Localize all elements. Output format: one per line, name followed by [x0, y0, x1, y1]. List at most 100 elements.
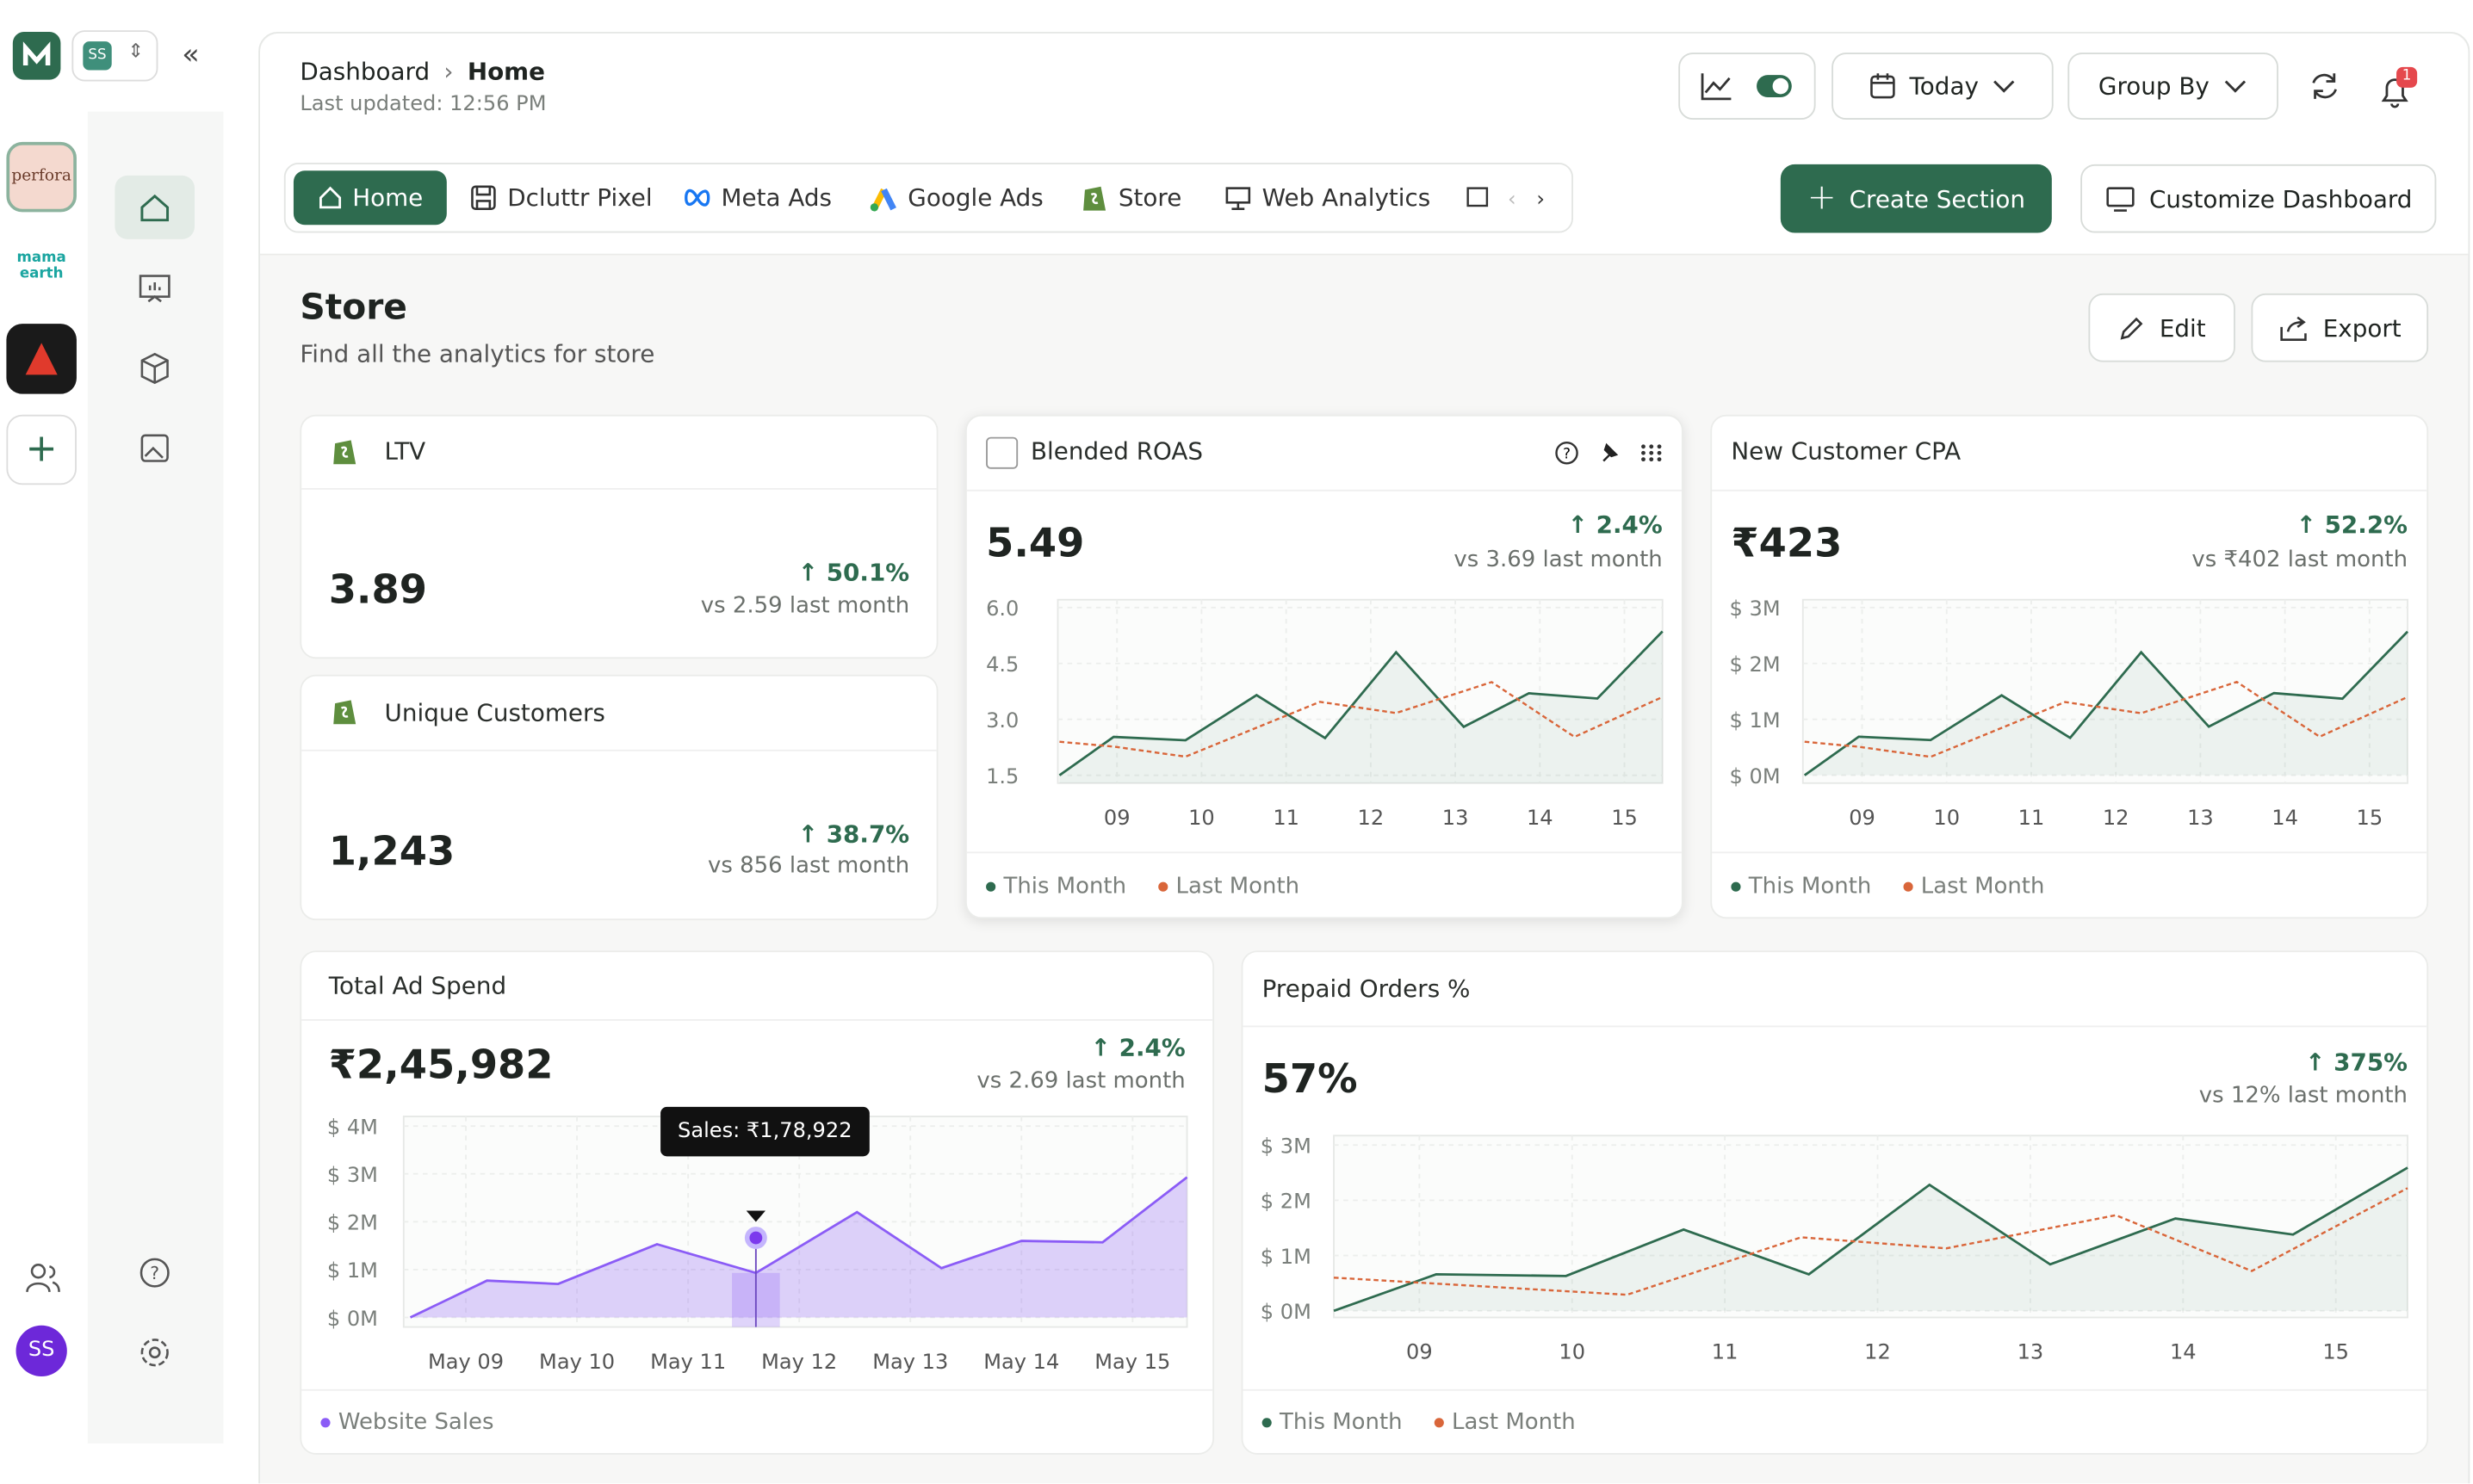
legend-label: This Month — [1748, 874, 1872, 900]
button-label: Edit — [2159, 313, 2206, 343]
add-brand[interactable]: + — [6, 414, 77, 485]
tab[interactable]: Web Analytics — [1224, 170, 1430, 225]
divider — [301, 487, 937, 490]
kpi-comparison: vs 3.69 last month — [1453, 547, 1663, 573]
card-title: Blended ROAS — [1030, 436, 1204, 467]
tab[interactable]: Google Ads — [870, 170, 1044, 225]
legend-item[interactable]: Last Month — [1903, 874, 2044, 900]
settings[interactable] — [137, 1335, 172, 1370]
divider — [966, 489, 1682, 492]
card-title: LTV — [384, 436, 426, 467]
nav-reports[interactable] — [137, 271, 172, 306]
last-updated: Last updated: 12:56 PM — [300, 92, 547, 117]
nav-rail — [87, 111, 224, 1444]
app-logo[interactable] — [12, 32, 61, 80]
legend-dot — [1731, 881, 1741, 892]
brand-mamaearth[interactable]: mama earth — [16, 250, 66, 282]
kpi-value: ₹423 — [1731, 520, 1843, 566]
legend-item[interactable]: This Month — [1261, 1409, 1403, 1436]
nav-home[interactable] — [115, 175, 195, 239]
section-title: Store — [300, 288, 407, 329]
legend-dot — [320, 1418, 331, 1428]
create-section[interactable]: + Create Section — [1780, 164, 2052, 233]
change-value: 52.2% — [2324, 510, 2408, 540]
legend: This Month Last Month — [1731, 874, 2044, 900]
chevron: ⇕ — [127, 40, 144, 63]
button-label: Create Section — [1849, 184, 2026, 213]
workspace-switcher[interactable]: SS ⇕ — [71, 30, 158, 82]
divider — [966, 851, 1682, 854]
tab-scroll[interactable]: ‹ › — [1465, 185, 1564, 213]
card-tools[interactable]: ? — [1553, 439, 1667, 467]
chart-card: Blended ROAS ? 5.49 ↑ 2.4% vs 3.69 last … — [965, 414, 1683, 919]
svg-text:›: › — [1536, 187, 1545, 211]
brand-perfora[interactable]: perfora — [6, 141, 77, 213]
collapse[interactable]: « — [182, 38, 200, 72]
legend: This Month Last Month — [986, 874, 1299, 900]
group-by-label: Group By — [2098, 71, 2210, 101]
edit[interactable]: Edit — [2088, 293, 2235, 362]
checkbox[interactable] — [986, 436, 1019, 469]
legend-item[interactable]: Website Sales — [320, 1410, 494, 1436]
tab-bar — [283, 162, 1573, 233]
legend-item[interactable]: This Month — [1731, 874, 1871, 900]
customize-dashboard[interactable]: Customize Dashboard — [2080, 164, 2437, 233]
svg-text:‹: ‹ — [1508, 187, 1516, 211]
shopify-icon — [333, 700, 356, 725]
legend-item[interactable]: This Month — [986, 874, 1126, 900]
kpi-change: ↑ 2.4% — [1090, 1033, 1186, 1063]
kpi-comparison: vs 856 last month — [708, 853, 910, 879]
section-subtitle: Find all the analytics for store — [300, 339, 655, 369]
kpi-comparison: vs 2.69 last month — [976, 1068, 1186, 1095]
chart-toggle[interactable] — [1678, 53, 1816, 120]
kpi-comparison: vs 12% last month — [2198, 1083, 2408, 1109]
legend-item[interactable]: Last Month — [1158, 874, 1299, 900]
tab[interactable]: Store — [1080, 170, 1181, 225]
breadcrumb: Dashboard › Home — [300, 58, 545, 86]
tab-label: Web Analytics — [1261, 183, 1431, 213]
notification-badge: 1 — [2396, 66, 2418, 88]
kpi-value: ₹2,45,982 — [328, 1041, 554, 1088]
card-title: Total Ad Spend — [328, 971, 507, 1000]
export[interactable]: Export — [2251, 293, 2429, 362]
divider — [1712, 851, 2427, 854]
legend-dot — [1903, 881, 1913, 892]
change-value: 2.4% — [1119, 1033, 1186, 1063]
legend: This Month Last Month — [1261, 1409, 1576, 1436]
divider — [301, 1388, 1213, 1391]
kpi-comparison: vs 2.59 last month — [700, 593, 910, 619]
svg-text:?: ? — [1563, 446, 1571, 462]
change-value: 38.7% — [826, 819, 910, 849]
kpi-change: ↑ 50.1% — [797, 558, 910, 587]
nav-media[interactable] — [137, 430, 172, 466]
divider — [301, 1019, 1213, 1021]
brand-logo[interactable] — [6, 324, 77, 394]
kpi-comparison: vs ₹402 last month — [2191, 547, 2408, 573]
divider — [1243, 1025, 2427, 1028]
refresh[interactable] — [2309, 71, 2340, 102]
breadcrumb-root[interactable]: Dashboard — [300, 57, 431, 87]
tooltip: Sales: ₹1,78,922 — [660, 1107, 870, 1157]
date-label: Today — [1909, 71, 1979, 101]
legend-label: Last Month — [1452, 1409, 1576, 1436]
tab[interactable]: Dcluttr Pixel — [469, 170, 653, 225]
nav-team[interactable] — [24, 1260, 62, 1295]
help[interactable]: ? — [137, 1255, 172, 1290]
legend-label: This Month — [1280, 1409, 1403, 1436]
legend-dot — [1434, 1418, 1444, 1428]
divider — [1712, 489, 2427, 492]
legend-item[interactable]: Last Month — [1434, 1409, 1576, 1436]
nav-products[interactable] — [137, 351, 172, 386]
kpi-change: ↑ 375% — [2305, 1048, 2408, 1077]
button-label: Customize Dashboard — [2148, 184, 2413, 213]
group-by[interactable]: Group By — [2067, 53, 2278, 120]
tab[interactable]: Meta Ads — [683, 170, 832, 225]
legend-dot — [1158, 881, 1168, 892]
user-avatar[interactable]: SS — [15, 1325, 67, 1377]
tab-active[interactable]: Home — [293, 170, 447, 226]
date-filter[interactable]: Today — [1832, 53, 2054, 120]
tab-label: Google Ads — [908, 183, 1044, 213]
separator: › — [443, 57, 454, 87]
shopify-icon — [333, 440, 356, 465]
kpi-change: ↑ 2.4% — [1567, 510, 1663, 540]
